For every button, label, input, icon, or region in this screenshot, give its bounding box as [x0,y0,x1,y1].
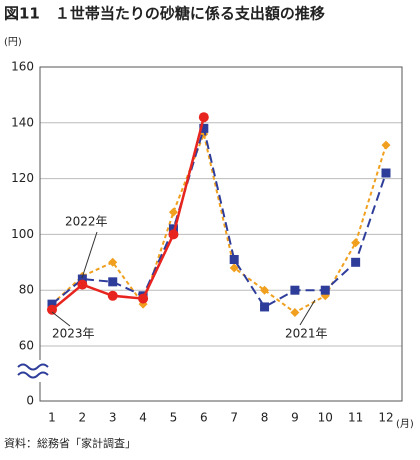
x-tick-label: 9 [291,411,299,425]
leader [51,311,71,327]
point [108,257,118,267]
x-tick-label: 6 [200,411,208,425]
axis-break-mask [12,360,50,382]
point [47,299,57,309]
y-tick-label: 80 [19,283,34,297]
point [381,168,391,178]
point [320,285,330,295]
point [168,207,178,217]
y-unit: (円) [4,37,22,48]
point [229,263,239,273]
point [351,238,361,248]
point [381,140,391,150]
point [260,285,270,295]
point [138,293,149,304]
x-tick-label: 3 [109,411,117,425]
y-tick-label: 100 [11,227,34,241]
x-tick-label: 4 [139,411,147,425]
x-tick-label: 7 [230,411,238,425]
point [168,229,179,240]
x-tick-label: 2 [79,411,87,425]
point [290,308,300,318]
axis-break [17,363,49,379]
y-tick-label: 160 [11,60,34,74]
x-unit: (月) [396,418,414,430]
point [351,257,361,267]
point [290,285,300,295]
x-tick-label: 10 [318,411,333,425]
series-line [51,116,206,311]
point [260,302,270,312]
point [229,255,239,265]
x-tick-label: 1 [48,411,56,425]
annotation: 2021年 [285,327,328,341]
x-tick-label: 11 [348,411,363,425]
point [198,112,209,123]
point [108,277,118,287]
x-tick-label: 5 [170,411,178,425]
point [199,123,209,133]
point [77,279,88,290]
point [168,224,178,234]
leader [299,299,316,326]
point [77,274,87,284]
series-line [51,124,387,309]
annotation: 2023年 [52,327,95,341]
leader [81,231,98,279]
source: 資料：総務省「家計調査」 [4,436,136,450]
chart-title: 図11 １世帯当たりの砂糖に係る支出額の推移 [4,5,325,23]
x-tick-label: 8 [261,411,269,425]
point [107,290,118,301]
y-tick-label: 140 [11,115,34,129]
y-tick-label: 120 [11,171,34,185]
y-tick-label: 0 [26,394,34,408]
annotation: 2022年 [65,215,108,229]
plot-frame [39,66,403,402]
x-tick-label: 12 [378,411,393,425]
point [47,304,57,315]
y-tick-label: 60 [19,339,34,353]
